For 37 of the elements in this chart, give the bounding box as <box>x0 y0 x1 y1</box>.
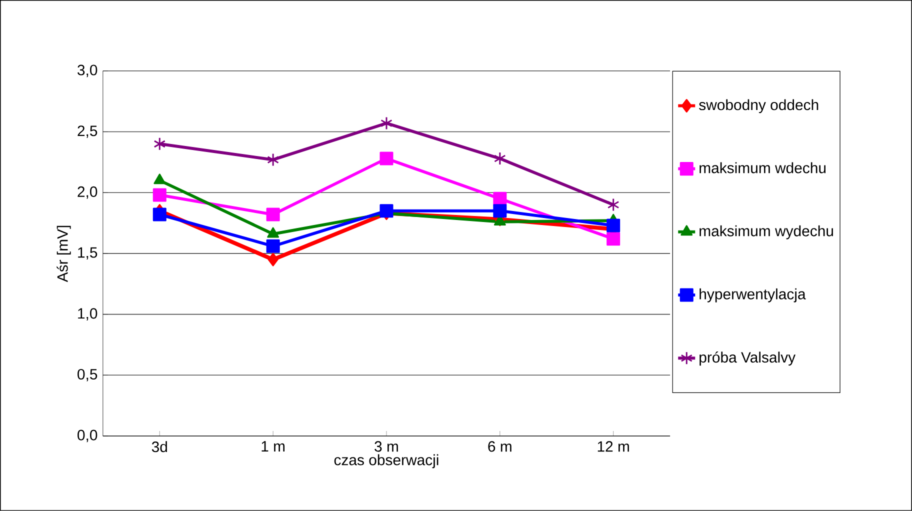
point <box>152 188 166 202</box>
point <box>606 232 620 246</box>
legend-label: maksimum wydechu <box>700 225 833 240</box>
point <box>154 137 166 151</box>
y-tick-label: 1,0 <box>78 308 98 321</box>
point <box>494 152 506 166</box>
y-tick-label: 2,5 <box>78 126 98 138</box>
y-tick-label: 0,0 <box>78 430 98 442</box>
point <box>380 116 392 130</box>
point <box>380 152 394 166</box>
x-tick-label: 3d <box>152 441 167 452</box>
legend-label: swobodny oddech <box>699 99 818 114</box>
point <box>607 198 620 212</box>
point <box>493 204 507 218</box>
y-tick-label: 3,0 <box>78 64 98 78</box>
point <box>266 208 280 222</box>
x-axis-title: czas obserwacji <box>334 454 438 468</box>
y-tick-label: 2,0 <box>78 186 98 199</box>
x-tick-label: 3 m <box>374 441 398 452</box>
point <box>267 153 280 167</box>
y-tick-label: 0,5 <box>78 369 98 382</box>
x-tick-label: 12 m <box>598 441 629 452</box>
point <box>268 252 278 266</box>
legend-label: hyperwentylacja <box>700 288 806 302</box>
point <box>154 174 166 184</box>
point <box>380 204 394 218</box>
x-tick-label: 6 m <box>488 441 512 452</box>
legend-label: maksimum wdechu <box>700 162 826 174</box>
y-axis-title: Aśr [mV] <box>56 226 71 282</box>
point <box>267 227 280 238</box>
y-tick-label: 1,5 <box>78 247 98 260</box>
point <box>493 192 507 206</box>
x-tick-label: 1 m <box>262 441 285 452</box>
point <box>152 208 166 222</box>
point <box>606 218 620 232</box>
legend-label: próba Valsalvy <box>700 352 796 366</box>
point <box>266 239 280 253</box>
